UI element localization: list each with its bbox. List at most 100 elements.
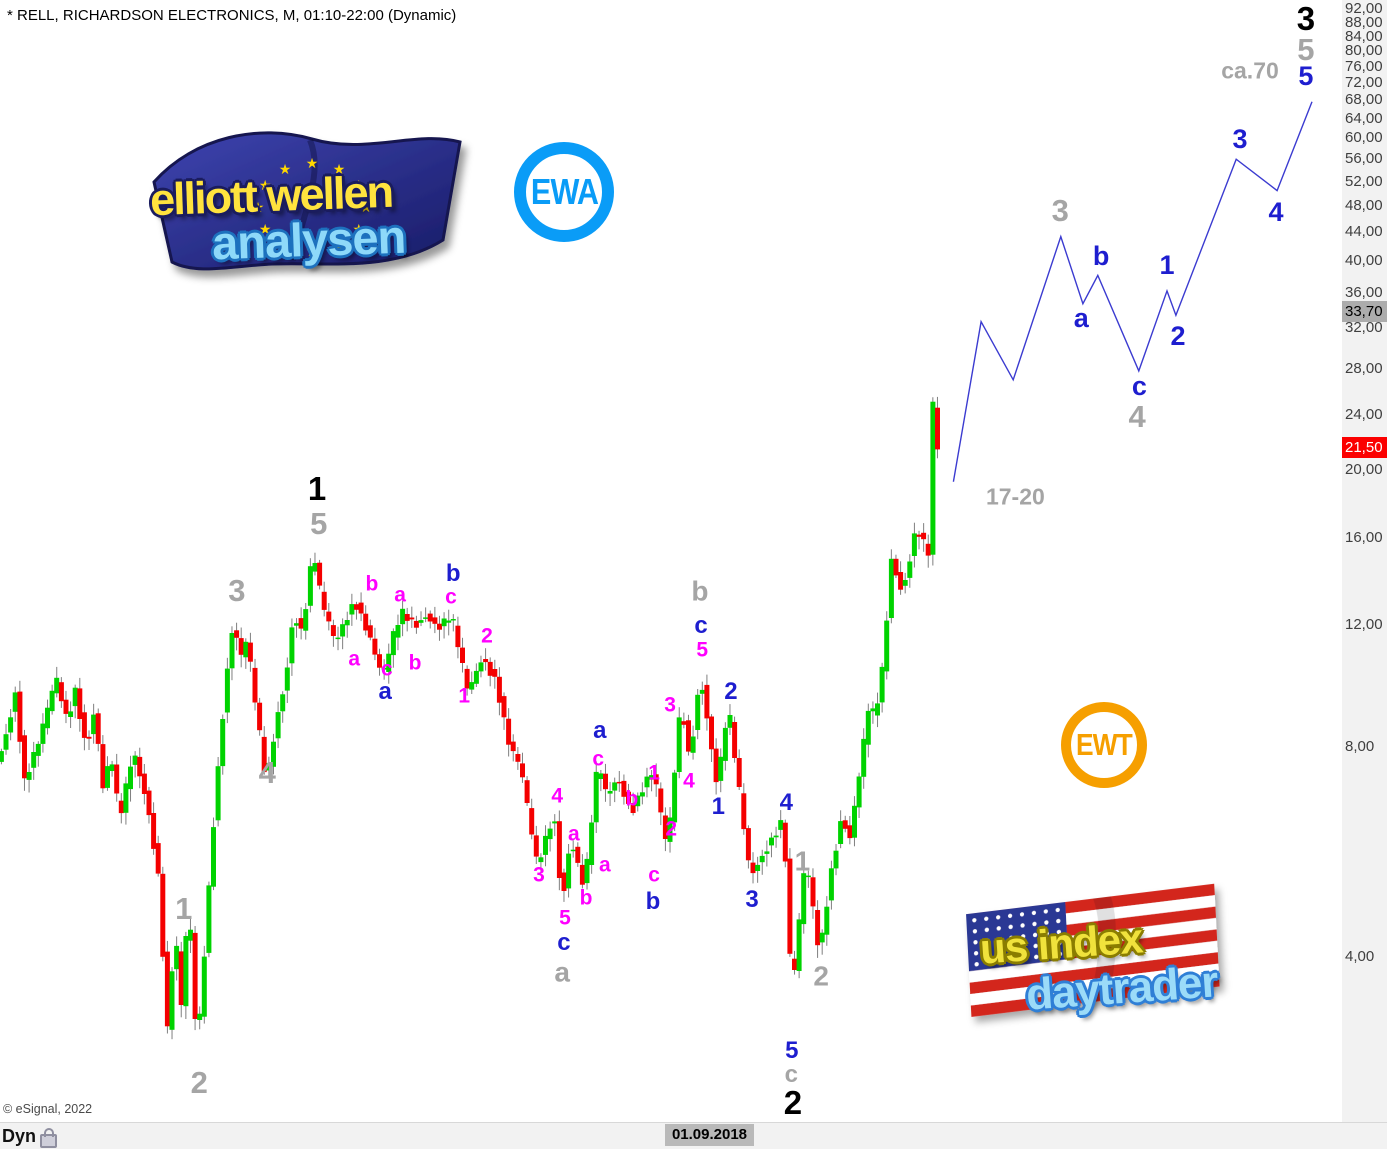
price-tick: 32,00 <box>1345 319 1383 337</box>
price-tick: 76,00 <box>1345 57 1383 75</box>
price-tick: 12,00 <box>1345 615 1383 633</box>
price-tick: 40,00 <box>1345 251 1383 269</box>
wave-label-magenta-5: 5 <box>559 906 571 930</box>
wave-label-blue-5: 5 <box>1298 61 1314 92</box>
candle-bodies <box>0 401 940 1030</box>
eu-flag-icon: ★ ★ ★ ★ ★ ★ ★ ★ ★ ★ ★ ★ <box>152 131 462 271</box>
wave-label-gray-5: 5 <box>310 505 328 541</box>
svg-text:★: ★ <box>279 237 292 253</box>
svg-text:★: ★ <box>306 243 319 259</box>
wave-label-gray-a: a <box>554 956 570 988</box>
eu-stars: ★ ★ ★ ★ ★ ★ ★ ★ ★ ★ ★ ★ <box>252 155 373 259</box>
wave-label-magenta-3: 3 <box>664 693 676 717</box>
wave-label-blue-b: b <box>645 888 661 916</box>
wave-label-magenta-2: 2 <box>665 817 678 841</box>
ewt-badge-text: EWT <box>1076 727 1133 762</box>
wave-label-magenta-4: 4 <box>683 769 695 793</box>
wave-label-blue-c: c <box>694 611 708 639</box>
wave-label-magenta-a: a <box>567 822 580 846</box>
elliott-wellen-analysen-logo: ★ ★ ★ ★ ★ ★ ★ ★ ★ ★ ★ ★ elliott wellen analysen <box>140 112 485 297</box>
elliott-projection-line <box>952 101 1313 482</box>
wave-label-magenta-c: c <box>445 585 457 609</box>
svg-text:★: ★ <box>333 161 346 177</box>
price-tick: 44,00 <box>1345 223 1383 241</box>
wave-label-blue-a: a <box>593 716 607 744</box>
price-tick: 88,00 <box>1345 13 1383 31</box>
price-tick: 4,00 <box>1345 947 1375 965</box>
svg-text:★: ★ <box>279 161 292 177</box>
wave-label-magenta-c: c <box>592 747 605 771</box>
wave-label-blue-b: b <box>445 559 461 587</box>
price-tick: 8,00 <box>1345 738 1375 756</box>
svg-text:★: ★ <box>259 177 272 193</box>
price-tick: 84,00 <box>1345 27 1383 45</box>
wave-label-magenta-2: 2 <box>481 624 493 648</box>
price-tick: 28,00 <box>1345 359 1383 377</box>
wave-label-gray-2: 2 <box>190 1064 208 1100</box>
wave-label-magenta-c: c <box>648 863 660 887</box>
wave-label-gray-1: 1 <box>175 891 193 927</box>
price-tick: 36,00 <box>1345 283 1383 301</box>
wave-label-magenta-4: 4 <box>551 784 564 808</box>
wave-label-gray-2: 2 <box>813 960 829 992</box>
wave-label-magenta-b: b <box>579 886 593 910</box>
wave-label-gray-1: 1 <box>794 845 811 877</box>
wave-label-magenta-b: b <box>365 572 379 596</box>
svg-text:★: ★ <box>333 237 346 253</box>
us-flag-stars <box>972 907 1063 967</box>
wave-label-magenta-b: b <box>625 787 639 811</box>
wave-label-magenta-1: 1 <box>648 761 660 785</box>
candlestick-chart <box>0 101 1313 1040</box>
wave-label-blue-c: c <box>557 928 571 956</box>
price-tick: 92,00 <box>1345 0 1383 18</box>
wave-label-gray-c: c <box>784 1060 798 1088</box>
wave-label-blue-5: 5 <box>785 1036 799 1064</box>
price-tick: 16,00 <box>1345 528 1383 546</box>
ewa-badge-icon: EWA <box>514 142 614 242</box>
wave-label-gray-3: 3 <box>228 572 246 608</box>
padlock-icon[interactable] <box>40 1128 57 1148</box>
wave-label-magenta-5: 5 <box>696 638 709 662</box>
chart-title: * RELL, RICHARDSON ELECTRONICS, M, 01:10… <box>7 7 457 24</box>
esignal-copyright: © eSignal, 2022 <box>3 1102 93 1116</box>
wave-label-blue-b: b <box>1092 240 1110 271</box>
wave-label-gray-4: 4 <box>258 754 276 790</box>
wave-label-blue-2: 2 <box>1170 321 1186 352</box>
price-tick: 68,00 <box>1345 91 1383 109</box>
wave-label-gray-4: 4 <box>1128 399 1146 435</box>
wave-label-gray-17-20: 17-20 <box>985 483 1045 510</box>
us-index-daytrader-logo: us index daytrader <box>952 882 1252 1047</box>
wave-label-black-2: 2 <box>783 1083 803 1121</box>
wave-label-magenta-a: a <box>598 853 611 877</box>
alert-price-box: 33,70 <box>1342 301 1387 323</box>
wave-label-magenta-a: a <box>348 647 360 671</box>
price-axis: 92,00 88,00 84,00 80,00 76,00 72,00 68,00 64,00… <box>1342 0 1387 1149</box>
svg-text:★: ★ <box>252 199 265 215</box>
price-tick: 64,00 <box>1345 109 1383 127</box>
price-tick: 52,00 <box>1345 172 1383 190</box>
wave-label-blue-1: 1 <box>1159 249 1175 280</box>
wave-label-blue-3: 3 <box>1232 124 1248 155</box>
wave-label-blue-4: 4 <box>779 788 793 816</box>
wave-label-magenta-a: a <box>394 583 406 607</box>
wave-label-magenta-b: b <box>408 651 422 675</box>
last-price-box: 21,50 <box>1342 437 1387 459</box>
wave-label-blue-4: 4 <box>1268 196 1284 227</box>
price-tick: 20,00 <box>1345 461 1383 479</box>
wave-label-gray-3: 3 <box>1051 192 1069 228</box>
wave-label-magenta-3: 3 <box>533 863 545 887</box>
price-tick: 60,00 <box>1345 129 1383 147</box>
dynamic-session-button[interactable]: Dyn <box>2 1126 37 1146</box>
ewa-badge-text: EWA <box>530 171 598 212</box>
logo-text-analysen: analysen <box>211 209 407 270</box>
wave-label-blue-1: 1 <box>711 792 725 820</box>
price-tick: 80,00 <box>1345 42 1383 60</box>
wave-label-gray-5: 5 <box>1297 31 1315 67</box>
svg-text:★: ★ <box>306 155 319 171</box>
wave-label-blue-3: 3 <box>745 885 759 913</box>
wave-label-blue-c: c <box>1131 370 1147 401</box>
date-marker-box: 01.09.2018 <box>665 1124 754 1146</box>
price-tick: 48,00 <box>1345 196 1383 214</box>
ewt-badge-icon: EWT <box>1061 702 1147 788</box>
